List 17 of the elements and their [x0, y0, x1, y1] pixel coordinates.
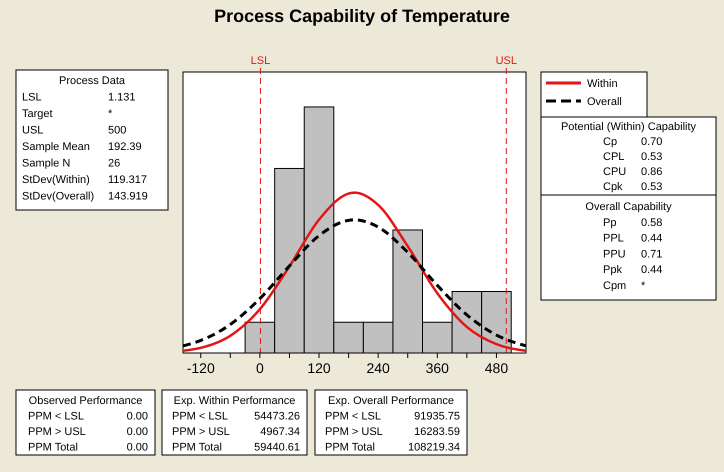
x-tick-label: 120: [307, 360, 331, 376]
x-tick-label: 240: [366, 360, 390, 376]
info-table: Observed Performance PPM < LSL 0.00 PPM > USL 0.00 PPM Total 0.00: [16, 390, 156, 456]
ref-line-label: LSL: [250, 55, 270, 67]
legend-label: Overall: [587, 96, 622, 108]
info-table: Exp. Within Performance PPM < LSL 54473.26 PPM > USL 4967.34 PPM Total 59440.61: [162, 390, 308, 456]
info-table: Overall Capability Pp 0.58 PPL 0.44 PPU 0.71 Ppk 0.44 Cpm *: [540, 194, 716, 300]
x-tick-label: 480: [484, 360, 508, 376]
x-tick-label: 0: [256, 360, 264, 376]
x-tick-label: -120: [186, 360, 215, 376]
info-table: Process Data LSL 1.131 Target * USL 500 Sample Mean 192.39 Sample N 26 StDev(Within) 119.317 StDev(Overall) 143.919: [16, 70, 168, 210]
info-table: Potential (Within) Capability Cp 0.70 CPL 0.53 CPU 0.86 Cpk 0.53: [540, 116, 716, 196]
info-table: Exp. Overall Performance PPM < LSL 91935.75 PPM > USL 16283.59 PPM Total 108219.34: [314, 390, 468, 456]
ref-line-label: USL: [496, 55, 517, 67]
chart-title: Process Capability of Temperature: [214, 6, 510, 26]
x-tick-label: 360: [426, 360, 450, 376]
legend-label: Within: [587, 78, 618, 90]
